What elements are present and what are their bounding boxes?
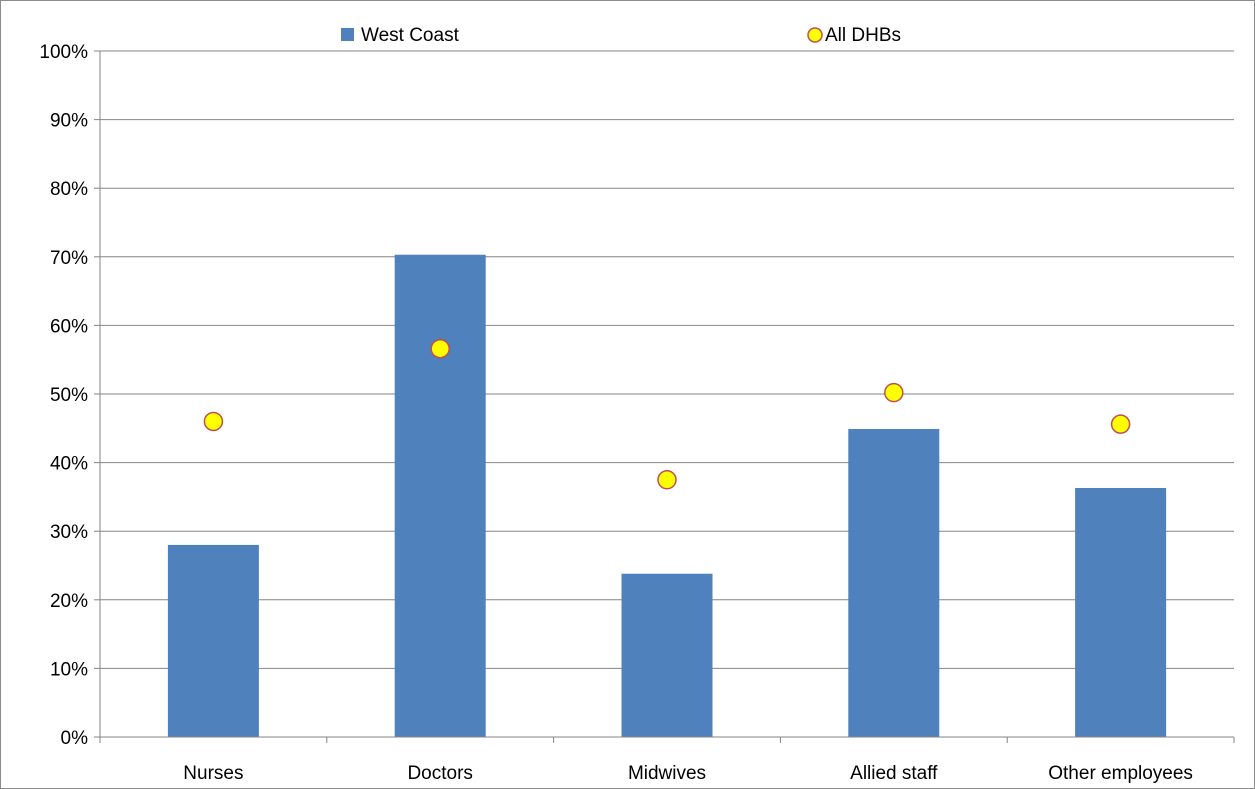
axes xyxy=(99,51,1235,743)
x-tick-label: Doctors xyxy=(407,763,472,784)
marker-other-employees xyxy=(1110,414,1131,434)
x-tick-label: Allied staff xyxy=(850,763,938,784)
marker-nurses xyxy=(203,411,224,432)
legend-label-all-dhbs: All DHBs xyxy=(825,25,901,46)
legend-marker-all-dhbs xyxy=(807,27,823,43)
marker-doctors xyxy=(430,338,450,359)
legend: West Coast All DHBs xyxy=(341,25,901,46)
y-tick-label: 90% xyxy=(50,111,88,132)
y-tick-label: 50% xyxy=(50,385,88,406)
bar-doctors xyxy=(394,254,486,737)
bar-other-employees xyxy=(1075,487,1167,737)
y-tick-label: 80% xyxy=(50,179,88,200)
y-tick-label: 20% xyxy=(50,591,88,612)
legend-label-west-coast: West Coast xyxy=(361,25,460,46)
x-tick-labels: Nurses Doctors Midwives Allied staff Other e… xyxy=(183,763,1193,784)
marker-allied-staff xyxy=(884,382,904,403)
y-tick-label: 70% xyxy=(50,248,88,269)
y-tick-label: 30% xyxy=(50,522,88,543)
x-tick-label: Midwives xyxy=(628,763,706,784)
y-tick-label: 40% xyxy=(50,454,88,475)
y-tick-label: 10% xyxy=(50,659,88,680)
bar-midwives xyxy=(621,573,713,737)
marker-midwives xyxy=(657,470,677,490)
bars xyxy=(167,254,1167,737)
legend-swatch-west-coast xyxy=(341,28,354,41)
bar-nurses xyxy=(167,544,259,737)
bar-allied-staff xyxy=(848,428,940,737)
y-tick-label: 100% xyxy=(39,42,88,63)
x-tick-label: Other employees xyxy=(1048,763,1193,784)
y-tick-label: 0% xyxy=(61,728,89,749)
y-tick-labels: 0% 10% 20% 30% 40% 50% 60% 70% 80% 90% 100% xyxy=(39,42,88,749)
x-tick-label: Nurses xyxy=(183,763,243,784)
markers xyxy=(203,338,1131,490)
y-tick-label: 60% xyxy=(50,316,88,337)
gridlines xyxy=(94,50,1234,738)
